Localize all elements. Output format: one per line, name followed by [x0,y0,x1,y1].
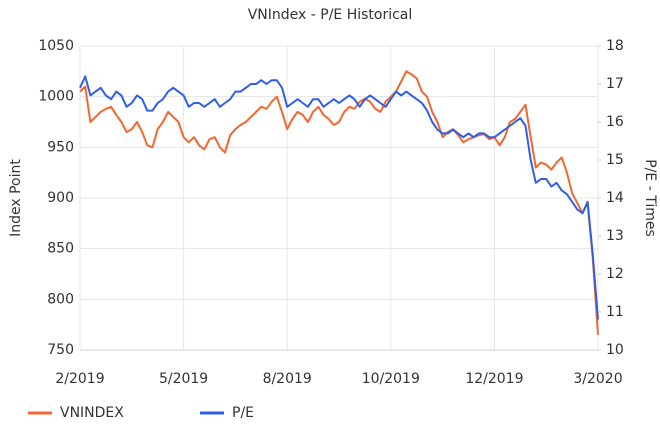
y-tick-label: 1050 [38,38,74,54]
y2-axis-title: P/E - Times [642,159,658,237]
y2-tick-label: 13 [606,228,624,244]
y-tick-label: 950 [47,139,74,155]
line-series [79,75,599,320]
legend-label: P/E [232,405,254,421]
y2-tick-label: 10 [606,342,624,358]
x-tick-label: 3/2020 [573,371,622,387]
y2-tick-label: 18 [606,38,624,54]
x-tick-label: 8/2019 [263,371,312,387]
y2-tick-label: 16 [606,114,624,130]
y-tick-label: 800 [47,291,74,307]
y-tick-label: 850 [47,241,74,257]
y-tick-label: 900 [47,190,74,206]
x-tick-label: 5/2019 [159,371,208,387]
x-tick-label: 10/2019 [362,371,420,387]
y2-tick-label: 17 [606,76,624,92]
chart-title: VNIndex - P/E Historical [248,7,413,23]
y-tick-label: 750 [47,342,74,358]
y2-tick-label: 12 [606,266,624,282]
y2-tick-label: 15 [606,152,624,168]
legend-label: VNINDEX [60,405,124,421]
y-tick-label: 1000 [38,89,74,105]
line-series [79,70,599,335]
y-axis-title: Index Point [8,159,24,237]
x-tick-label: 12/2019 [465,371,523,387]
y2-tick-label: 14 [606,190,624,206]
x-tick-label: 2/2019 [55,371,104,387]
y2-tick-label: 11 [606,304,624,320]
